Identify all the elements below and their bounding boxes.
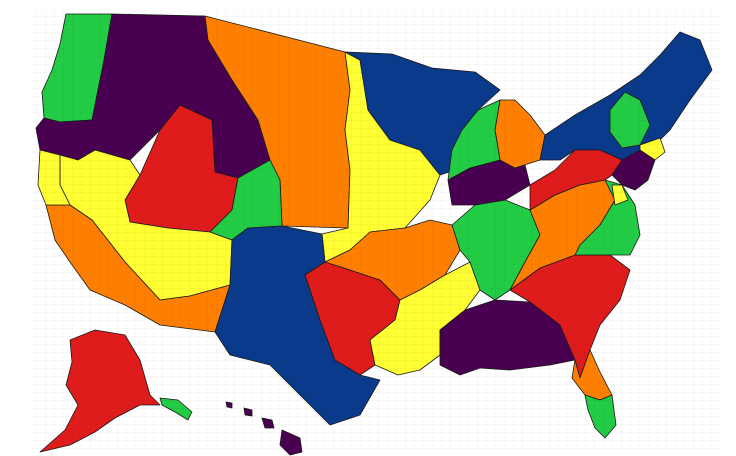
region-hawaii-group [225,401,303,456]
region-hawaii-oahu[interactable] [243,407,253,417]
region-hawaii[interactable] [279,429,303,456]
region-alaska-panhandle[interactable] [159,397,193,421]
region-hawaii-maui[interactable] [261,417,275,429]
region-hawaii-kauai[interactable] [225,401,233,409]
region-florida-tip-green[interactable] [584,394,617,439]
region-alaska[interactable] [39,329,161,453]
region-michigan[interactable] [494,99,546,169]
